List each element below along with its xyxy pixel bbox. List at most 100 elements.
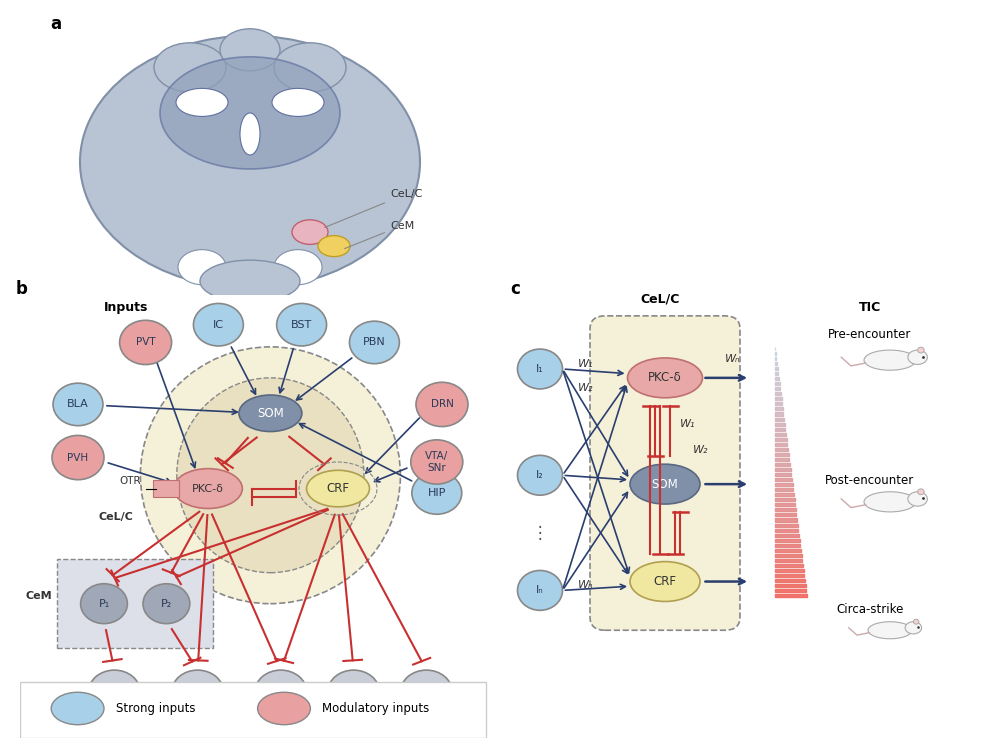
Ellipse shape: [172, 670, 224, 714]
Ellipse shape: [80, 35, 420, 288]
Text: Strong inputs: Strong inputs: [116, 702, 196, 715]
FancyBboxPatch shape: [153, 480, 179, 497]
Ellipse shape: [176, 89, 228, 117]
Ellipse shape: [274, 249, 322, 285]
Ellipse shape: [239, 395, 302, 432]
Ellipse shape: [864, 492, 916, 512]
Ellipse shape: [160, 57, 340, 169]
Text: W₁: W₁: [680, 418, 696, 429]
Ellipse shape: [174, 469, 242, 508]
Ellipse shape: [518, 349, 562, 389]
Ellipse shape: [400, 670, 452, 714]
Text: PVH: PVH: [67, 452, 89, 463]
Text: W₂: W₂: [692, 445, 708, 455]
Ellipse shape: [908, 492, 927, 506]
Ellipse shape: [868, 621, 912, 639]
Ellipse shape: [518, 570, 562, 610]
Text: HIP: HIP: [428, 488, 446, 498]
Ellipse shape: [277, 303, 327, 346]
Ellipse shape: [143, 584, 190, 624]
Ellipse shape: [258, 692, 310, 725]
Text: P₂: P₂: [161, 599, 172, 609]
Text: IC: IC: [213, 320, 224, 330]
Text: CeL/C: CeL/C: [640, 292, 680, 306]
Text: DRN: DRN: [431, 399, 453, 410]
Ellipse shape: [864, 350, 916, 370]
Text: BLA: BLA: [67, 399, 89, 410]
Text: CRF: CRF: [326, 482, 350, 495]
Ellipse shape: [178, 249, 226, 285]
Ellipse shape: [913, 619, 919, 624]
Text: Post-encounter: Post-encounter: [825, 474, 915, 487]
Text: OTR: OTR: [120, 476, 141, 486]
Text: Outputs: Outputs: [78, 713, 134, 726]
Text: TIC: TIC: [859, 301, 881, 314]
Ellipse shape: [240, 113, 260, 155]
Text: W₂: W₂: [578, 383, 593, 393]
Ellipse shape: [905, 621, 922, 634]
FancyBboxPatch shape: [57, 559, 213, 648]
Ellipse shape: [918, 347, 924, 353]
Text: CeL/C: CeL/C: [99, 511, 134, 522]
Text: W₁: W₁: [578, 359, 593, 369]
Text: PKC-δ: PKC-δ: [192, 483, 224, 494]
Text: CeL/C: CeL/C: [325, 189, 422, 227]
Text: PKC-δ: PKC-δ: [648, 371, 682, 384]
Text: LC: LC: [419, 687, 433, 697]
Ellipse shape: [630, 464, 700, 504]
Ellipse shape: [630, 562, 700, 601]
Text: VTA/
SNr: VTA/ SNr: [425, 451, 448, 473]
Ellipse shape: [53, 383, 103, 426]
Text: SI: SI: [276, 687, 286, 697]
Ellipse shape: [154, 43, 226, 92]
Text: Iₙ: Iₙ: [536, 585, 544, 596]
Ellipse shape: [200, 260, 300, 303]
FancyBboxPatch shape: [20, 682, 486, 738]
Text: CeM: CeM: [345, 221, 414, 249]
Ellipse shape: [52, 435, 104, 480]
Text: Wₙ: Wₙ: [578, 580, 593, 590]
Ellipse shape: [918, 489, 924, 494]
Ellipse shape: [518, 455, 562, 495]
Text: CRF: CRF: [654, 575, 676, 588]
Text: PVT: PVT: [136, 337, 155, 348]
Text: SOM: SOM: [257, 407, 284, 420]
Ellipse shape: [416, 382, 468, 427]
Ellipse shape: [140, 347, 400, 604]
Ellipse shape: [51, 692, 104, 725]
Ellipse shape: [292, 220, 328, 244]
Ellipse shape: [274, 43, 346, 92]
Ellipse shape: [349, 321, 399, 364]
Ellipse shape: [328, 670, 380, 714]
FancyBboxPatch shape: [590, 316, 740, 630]
Ellipse shape: [220, 29, 280, 71]
Ellipse shape: [193, 303, 243, 346]
Ellipse shape: [318, 235, 350, 257]
Ellipse shape: [411, 440, 463, 484]
Text: ZI: ZI: [348, 687, 359, 697]
Text: PBN: PBN: [363, 337, 386, 348]
Text: Hyp: Hyp: [103, 687, 125, 697]
Ellipse shape: [81, 584, 127, 624]
Text: a: a: [50, 15, 61, 32]
Ellipse shape: [120, 320, 172, 365]
Text: Modulatory inputs: Modulatory inputs: [322, 702, 430, 715]
Text: ⋮: ⋮: [532, 524, 548, 542]
Text: P₁: P₁: [98, 599, 110, 609]
Text: b: b: [16, 280, 27, 297]
Text: CeM: CeM: [26, 591, 53, 601]
Ellipse shape: [88, 670, 140, 714]
Text: Circa-strike: Circa-strike: [836, 602, 904, 615]
Ellipse shape: [908, 350, 927, 365]
Ellipse shape: [177, 378, 364, 573]
Text: Pre-encounter: Pre-encounter: [828, 328, 912, 341]
Ellipse shape: [255, 670, 307, 714]
Text: c: c: [510, 280, 520, 297]
Text: Wₙ: Wₙ: [725, 354, 740, 365]
Text: I₂: I₂: [536, 470, 544, 480]
Ellipse shape: [307, 470, 369, 507]
Text: PAG: PAG: [187, 687, 209, 697]
Ellipse shape: [412, 472, 462, 514]
Text: Inputs: Inputs: [104, 301, 148, 314]
Text: BST: BST: [291, 320, 312, 330]
